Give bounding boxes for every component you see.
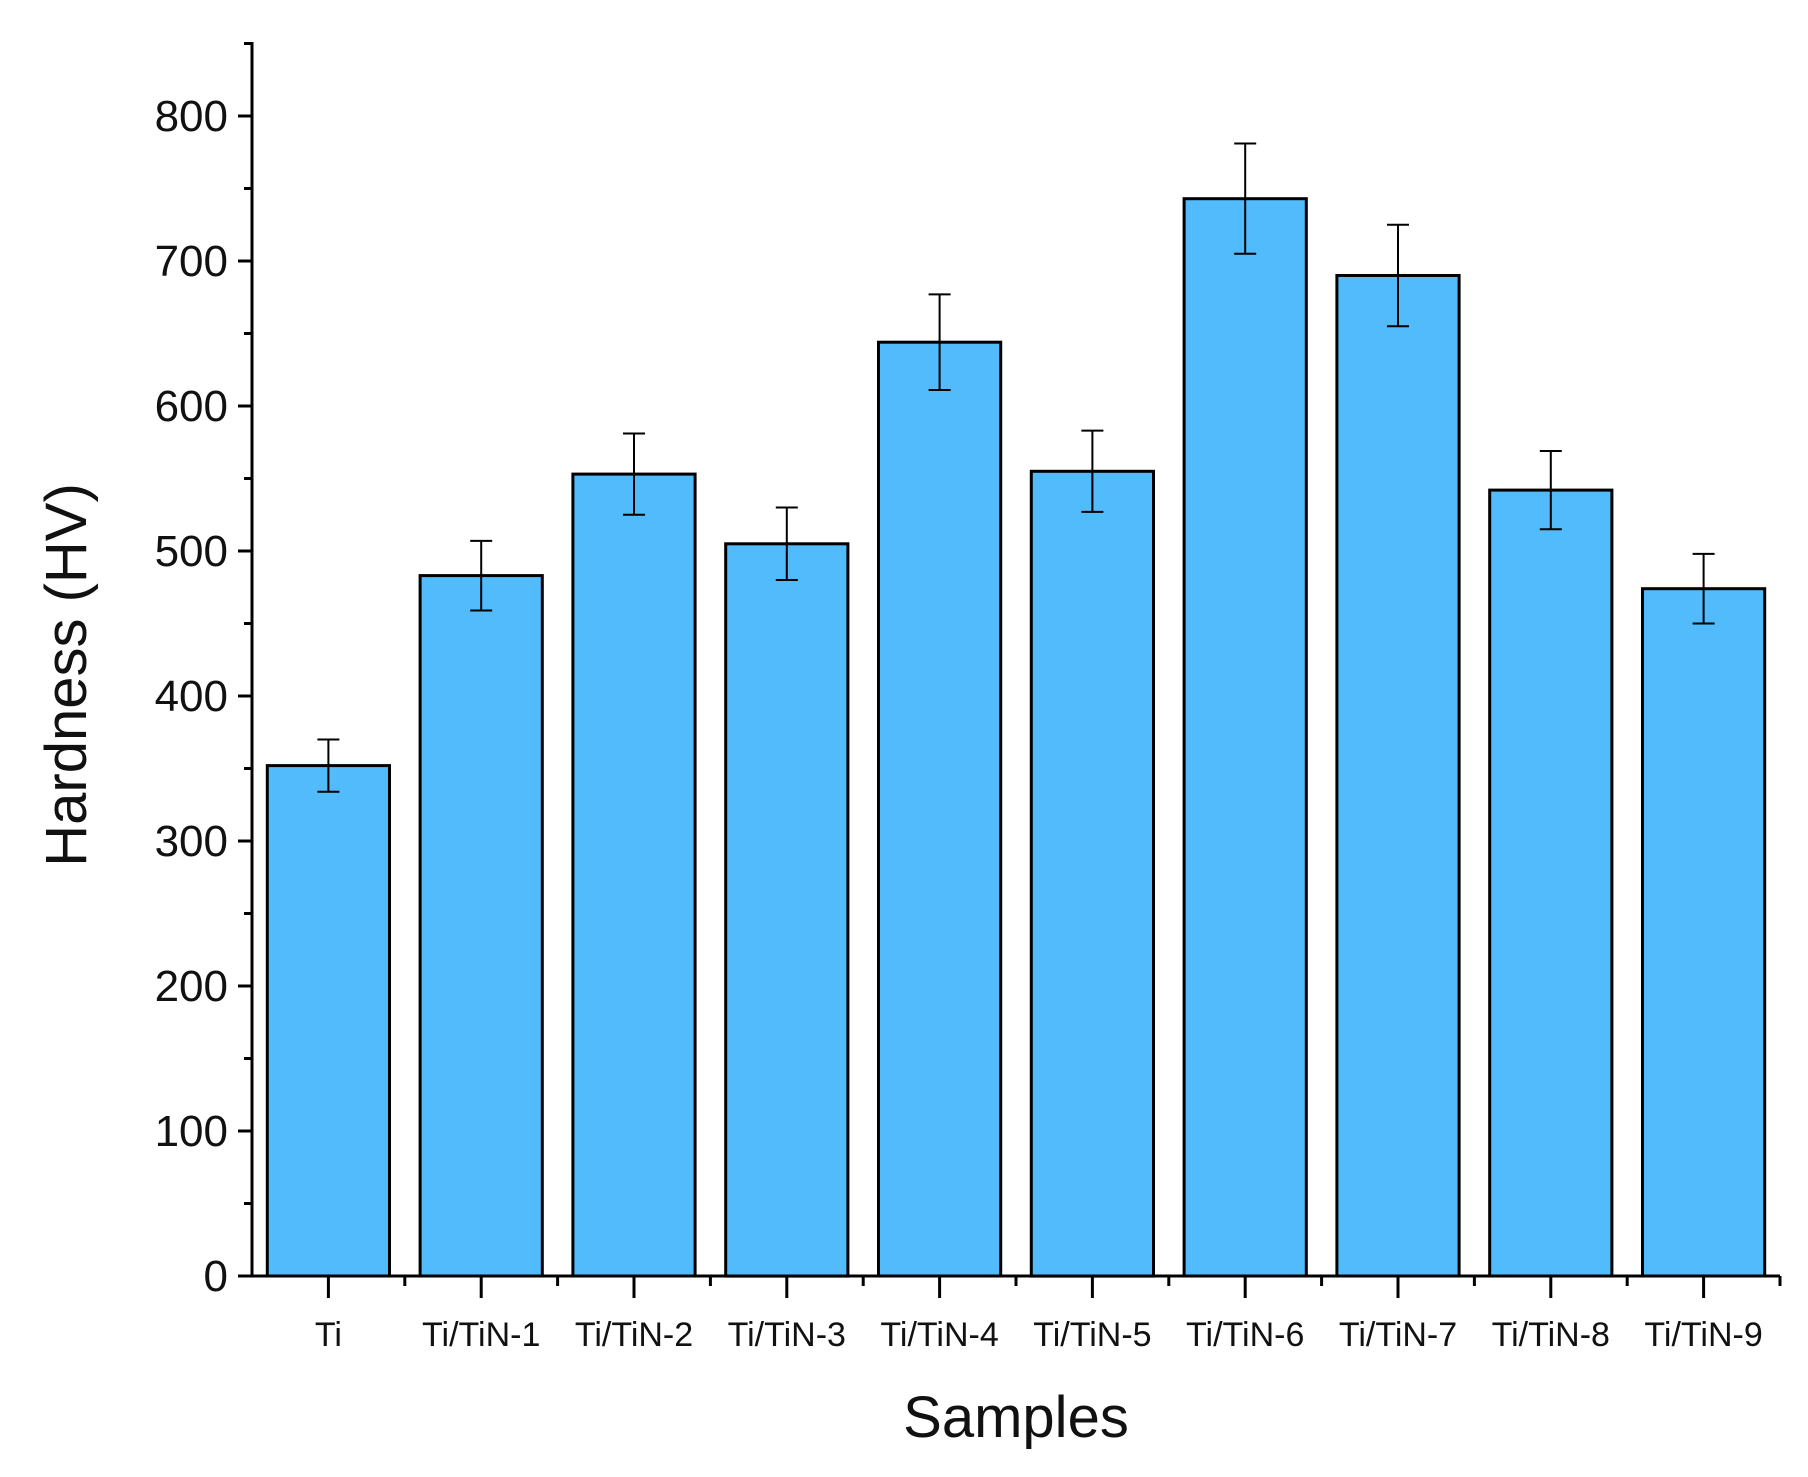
- x-tick-label: Ti/TiN-4: [880, 1316, 998, 1354]
- bar-5: [1029, 469, 1156, 1278]
- error-bar-1: [470, 539, 493, 612]
- x-tick-label: Ti/TiN-9: [1644, 1316, 1762, 1354]
- error-bar-0: [317, 738, 340, 793]
- y-tick-label: 600: [155, 382, 228, 431]
- x-tick-label: Ti/TiN-1: [422, 1316, 540, 1354]
- error-bars-layer: [317, 142, 1715, 793]
- bar-7: [1335, 274, 1461, 1278]
- x-tick-label: Ti/TiN-5: [1033, 1316, 1151, 1354]
- error-bar-3: [775, 506, 798, 581]
- bar-4: [877, 340, 1003, 1278]
- error-bar-4: [928, 293, 951, 392]
- y-tick-label: 700: [155, 237, 228, 286]
- y-tick-label: 800: [155, 92, 228, 141]
- x-tick-label: Ti/TiN-3: [728, 1316, 846, 1354]
- x-tick-label: Ti/TiN-8: [1492, 1316, 1610, 1354]
- error-bar-7: [1387, 223, 1409, 328]
- error-bar-6: [1234, 142, 1257, 255]
- bar-0: [265, 764, 391, 1278]
- x-axis-title: Samples: [903, 1385, 1129, 1450]
- bar-2: [571, 472, 697, 1278]
- bars-layer: [265, 197, 1767, 1278]
- error-bar-5: [1081, 429, 1104, 513]
- x-tick-label: Ti: [315, 1316, 342, 1354]
- y-tick-label: 400: [155, 672, 228, 721]
- bar-3: [724, 542, 850, 1278]
- y-tick-label: 200: [155, 962, 228, 1011]
- labels-layer: Ti Ti/TiN-1 Ti/TiN-2 Ti/TiN-3 Ti/TiN-4 Ti/TiN…: [155, 92, 1763, 1354]
- bar-6: [1182, 197, 1308, 1278]
- axes-layer: [238, 42, 1782, 1298]
- bar-1: [418, 574, 544, 1278]
- y-tick-label: 0: [204, 1252, 228, 1301]
- error-bar-2: [623, 432, 645, 516]
- y-tick-label: 100: [155, 1107, 228, 1156]
- bar-8: [1488, 488, 1614, 1278]
- x-tick-label: Ti/TiN-6: [1186, 1316, 1304, 1354]
- x-tick-label: Ti/TiN-2: [575, 1316, 693, 1354]
- x-tick-label: Ti/TiN-7: [1339, 1316, 1457, 1354]
- y-tick-label: 300: [155, 817, 228, 866]
- y-tick-label: 500: [155, 527, 228, 576]
- error-bar-8: [1539, 449, 1562, 531]
- y-axis-title: Hardness (HV): [34, 483, 99, 867]
- error-bar-9: [1692, 552, 1715, 625]
- bar-9: [1641, 587, 1767, 1278]
